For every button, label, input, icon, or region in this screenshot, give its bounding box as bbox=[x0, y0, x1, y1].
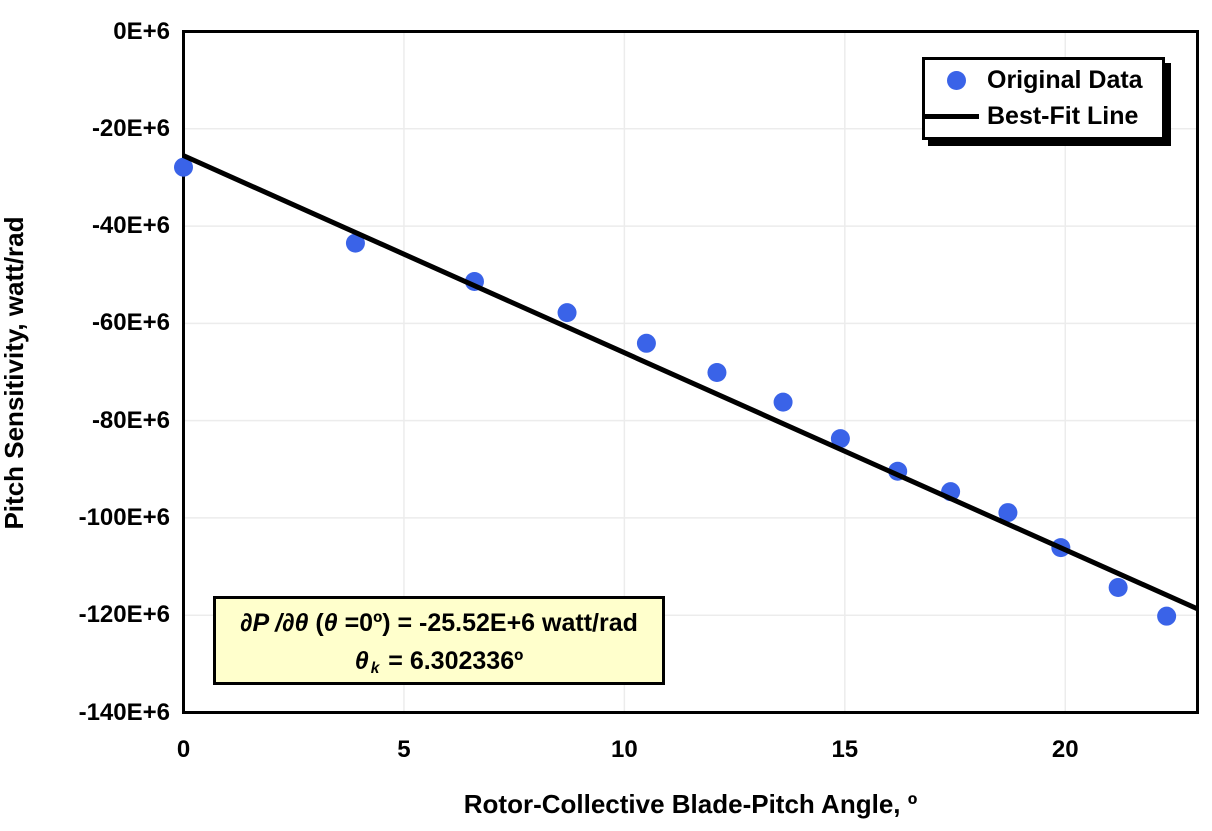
annotation-line-1: ∂P /∂θ (θ =0º) = -25.52E+6 watt/rad bbox=[216, 604, 662, 642]
y-axis-tick-label: -80E+6 bbox=[91, 406, 170, 434]
legend-marker-cell bbox=[925, 71, 987, 91]
data-point bbox=[830, 429, 850, 449]
best-fit-line bbox=[182, 153, 1199, 612]
plot-area bbox=[174, 30, 1199, 714]
annotation-text-segment: θ bbox=[354, 647, 369, 675]
annotation-text-segment: k bbox=[370, 660, 380, 678]
data-point bbox=[636, 333, 656, 353]
annotation-text-segment: =0º) = -25.52E+6 watt/rad bbox=[337, 609, 638, 637]
data-point bbox=[773, 392, 793, 412]
y-axis-tick-label: -120E+6 bbox=[78, 601, 170, 629]
data-point bbox=[707, 362, 727, 382]
y-axis-tick-label: -60E+6 bbox=[91, 309, 170, 337]
x-axis-tick-label: 15 bbox=[831, 736, 859, 763]
legend-label-best-fit-line: Best-Fit Line bbox=[987, 101, 1139, 130]
x-axis-tick-label: 0 bbox=[176, 736, 191, 763]
y-axis-tick-label: -40E+6 bbox=[91, 212, 170, 240]
x-axis-tick-label: 10 bbox=[611, 736, 638, 763]
y-axis-tick-label: 0E+6 bbox=[113, 17, 170, 45]
data-point bbox=[345, 233, 365, 253]
line-sample-icon bbox=[925, 113, 979, 119]
data-point bbox=[1108, 577, 1128, 597]
plot-frame bbox=[182, 30, 1199, 714]
y-axis-tick-label: -140E+6 bbox=[78, 698, 170, 726]
scatter-dot-icon bbox=[946, 71, 966, 91]
legend-item-best-fit-line: Best-Fit Line bbox=[925, 99, 1162, 133]
y-axis-title: Pitch Sensitivity, watt/rad bbox=[0, 216, 29, 530]
legend-label-original-data: Original Data bbox=[987, 66, 1143, 95]
data-point bbox=[174, 157, 193, 177]
annotation-text-segment: = 6.302336º bbox=[381, 647, 524, 675]
y-axis-tick-label: -20E+6 bbox=[91, 114, 170, 142]
x-axis-tick-label: 20 bbox=[1051, 736, 1079, 763]
y-axis-tick-label: -100E+6 bbox=[78, 503, 170, 531]
annotation-text-segment: ( bbox=[315, 609, 324, 637]
legend: Original Data Best-Fit Line bbox=[922, 57, 1165, 140]
data-point bbox=[1157, 606, 1177, 626]
plot-canvas bbox=[174, 30, 1199, 714]
data-point bbox=[557, 303, 577, 323]
annotation-text-segment: θ bbox=[323, 609, 338, 637]
legend-marker-cell bbox=[925, 113, 987, 119]
annotation-text-segment: ∂P /∂θ bbox=[240, 609, 316, 637]
x-axis-tick-label: 5 bbox=[397, 736, 411, 763]
x-axis-title: Rotor-Collective Blade-Pitch Angle, º bbox=[463, 789, 918, 819]
data-point bbox=[998, 503, 1018, 523]
legend-item-original-data: Original Data bbox=[925, 64, 1162, 98]
